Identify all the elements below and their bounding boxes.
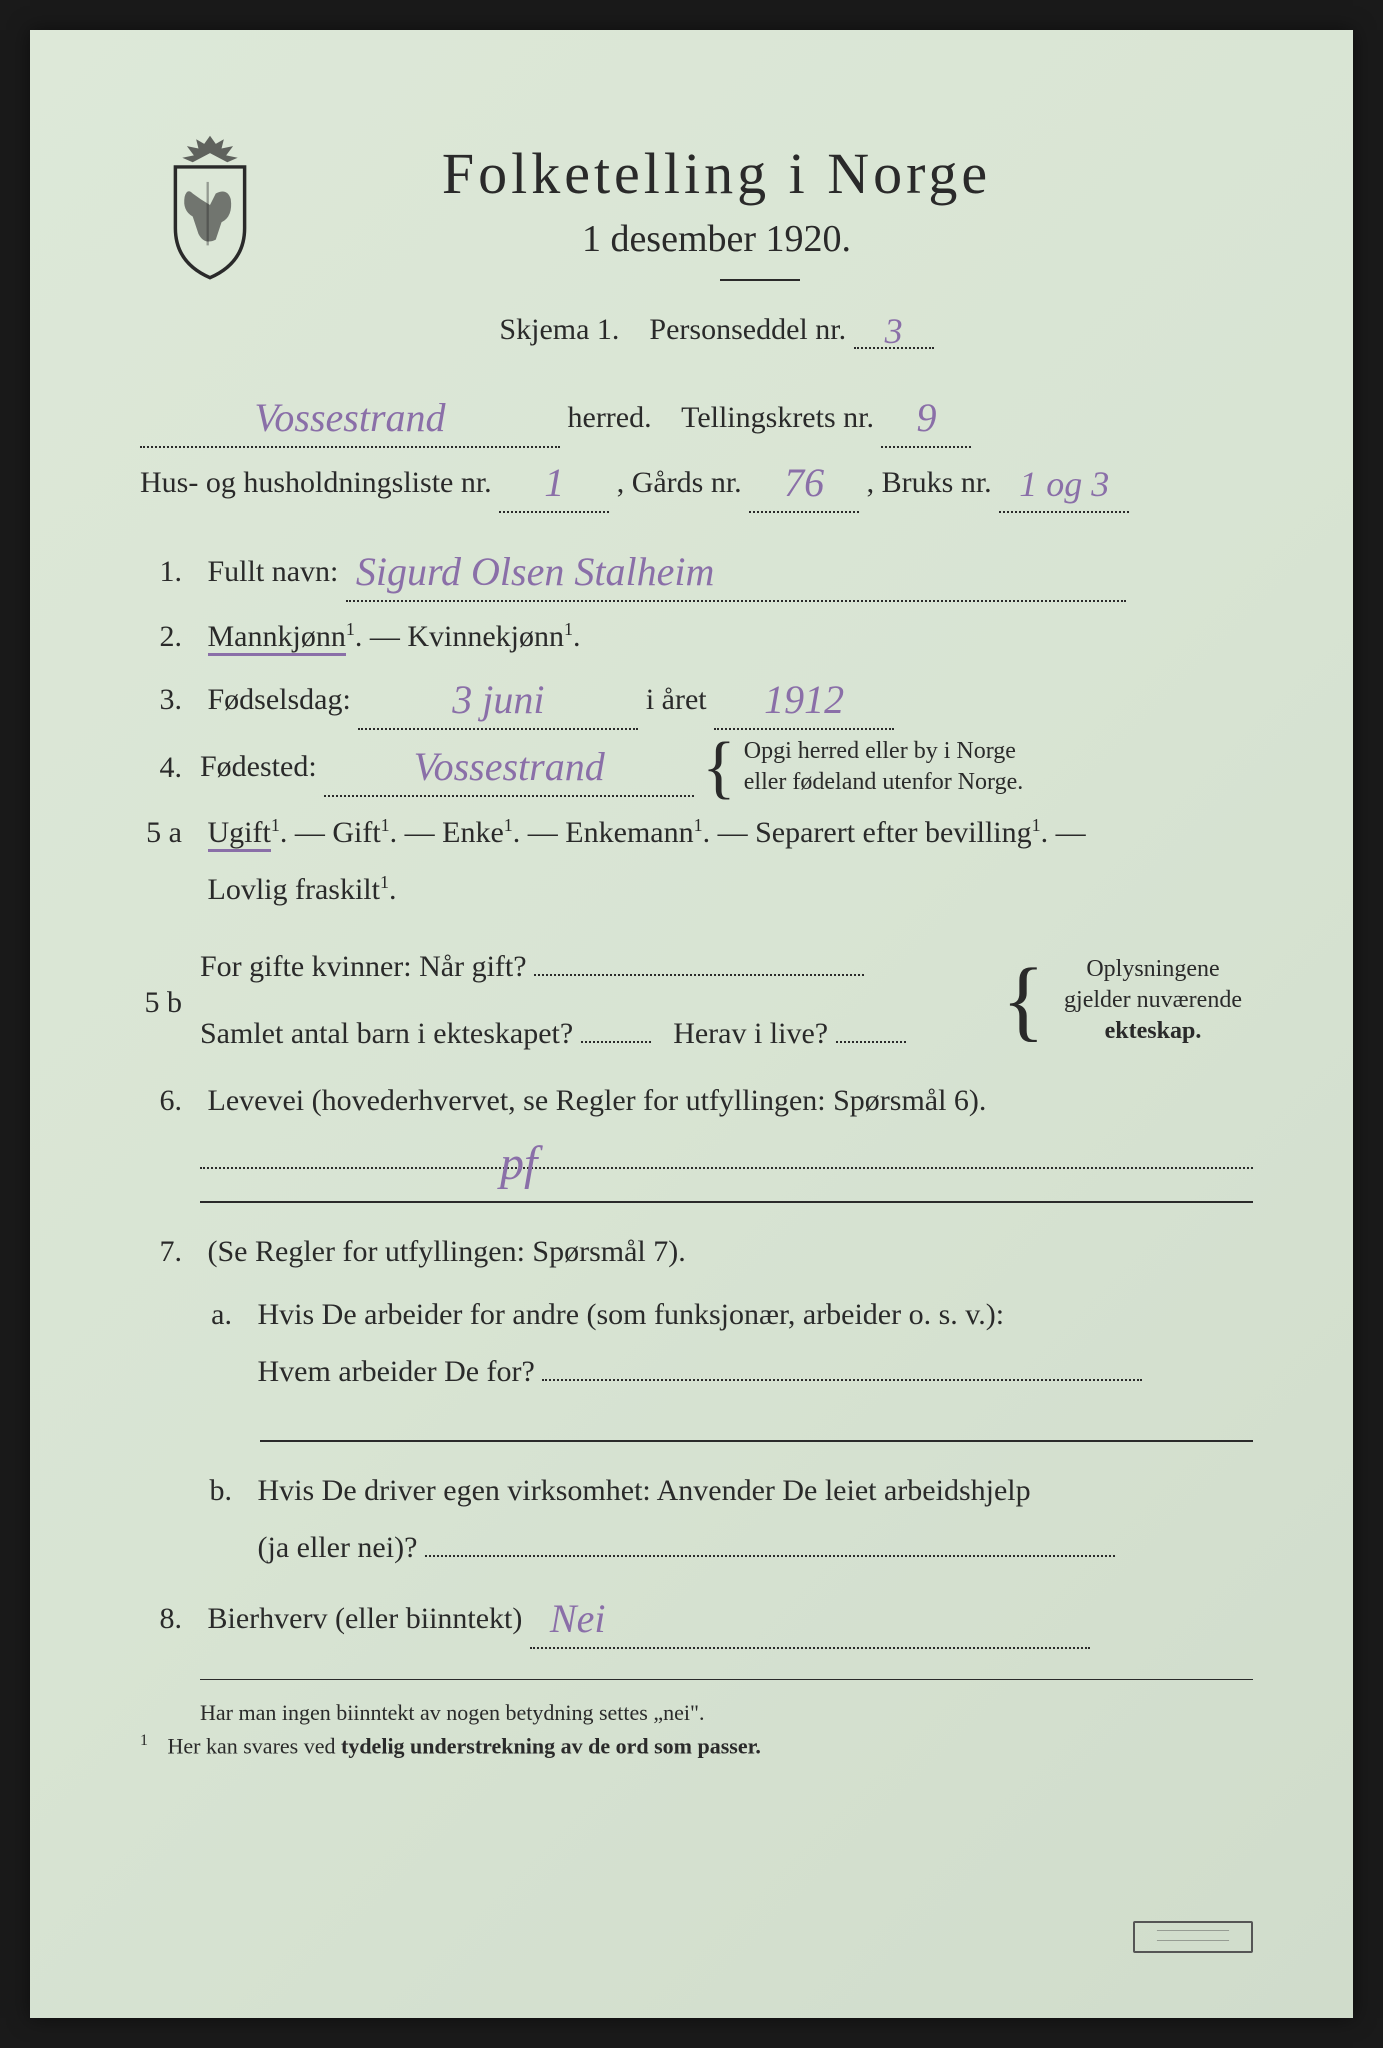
- q5a-fraskilt: Lovlig fraskilt: [208, 873, 380, 906]
- hus-value: 1: [544, 467, 564, 499]
- brace-icon: {: [994, 978, 1053, 1023]
- section-rule: [260, 1440, 1253, 1442]
- q3-day: 3 juni: [452, 684, 544, 716]
- q4-num: 4.: [140, 739, 200, 796]
- q5a-enke: Enke: [442, 816, 504, 849]
- q8-num: 8.: [140, 1590, 200, 1647]
- q5a-row: 5 a Ugift1. — Gift1. — Enke1. — Enkemann…: [140, 804, 1253, 918]
- q7a-line2: Hvem arbeider De for?: [258, 1355, 535, 1388]
- q3-num: 3.: [140, 671, 200, 728]
- q4-label: Fødested:: [200, 750, 317, 783]
- q2-mann: Mannkjønn: [208, 620, 346, 656]
- q3-year: 1912: [764, 684, 844, 716]
- q6-answer-line: [200, 1167, 1253, 1169]
- q4-row: 4. Fødested: Vossestrand { Opgi herred e…: [140, 736, 1253, 798]
- q6-num: 6.: [140, 1072, 200, 1129]
- q4-value: Vossestrand: [414, 751, 605, 783]
- hus-label: Hus- og husholdningsliste nr.: [140, 466, 492, 499]
- q7b-num: b.: [200, 1462, 250, 1519]
- herred-value: Vossestrand: [254, 402, 445, 434]
- q7a-line1: Hvis De arbeider for andre (som funksjon…: [258, 1298, 1005, 1331]
- q2-kvinne: Kvinnekjønn: [407, 620, 564, 653]
- q1-num: 1.: [140, 543, 200, 600]
- q5b-line2b: Herav i live?: [673, 1017, 828, 1050]
- skjema-line: Skjema 1. Personseddel nr. 3: [180, 313, 1253, 349]
- q3-row: 3. Fødselsdag: 3 juni i året 1912: [140, 671, 1253, 730]
- footnote-marker: 1: [140, 1732, 162, 1749]
- q8-row: 8. Bierhverv (eller biinntekt) Nei: [140, 1590, 1253, 1649]
- q7b-row: b. Hvis De driver egen virksomhet: Anven…: [140, 1462, 1253, 1576]
- brace-icon: {: [694, 750, 744, 785]
- skjema-label-right: Personseddel nr.: [649, 313, 846, 346]
- q3-label: Fødselsdag:: [208, 683, 351, 716]
- footnote-2: 1 Her kan svares ved tydelig understrekn…: [140, 1732, 1253, 1759]
- footnote-1: Har man ingen biinntekt av nogen betydni…: [140, 1700, 1253, 1726]
- gards-value: 76: [784, 467, 824, 499]
- header-block: Folketelling i Norge 1 desember 1920. Sk…: [140, 120, 1253, 349]
- q1-row: 1. Fullt navn: Sigurd Olsen Stalheim: [140, 543, 1253, 602]
- q8-value: Nei: [550, 1603, 606, 1635]
- q7a-row: a. Hvis De arbeider for andre (som funks…: [140, 1286, 1253, 1400]
- q6-row: 6. Levevei (hovederhvervet, se Regler fo…: [140, 1072, 1253, 1129]
- section-rule: [200, 1201, 1253, 1203]
- bruks-label: , Bruks nr.: [867, 466, 992, 499]
- q5a-ugift: Ugift: [208, 816, 271, 852]
- q5b-line1: For gifte kvinner: Når gift?: [200, 950, 527, 983]
- herred-label: herred.: [568, 401, 652, 434]
- q7-label: (Se Regler for utfyllingen: Spørsmål 7).: [208, 1235, 686, 1268]
- q5a-separert: Separert efter bevilling: [755, 816, 1032, 849]
- norway-coat-of-arms-icon: [150, 130, 270, 280]
- personseddel-value: 3: [885, 317, 903, 346]
- q4-note: Opgi herred eller by i Norge eller fødel…: [744, 736, 1023, 798]
- q3-mid: i året: [646, 683, 707, 716]
- q8-label: Bierhverv (eller biinntekt): [208, 1602, 523, 1635]
- footnote-rule: [200, 1679, 1253, 1680]
- bruks-value: 1 og 3: [1019, 470, 1109, 499]
- herred-line: Vossestrand herred. Tellingskrets nr. 9: [140, 389, 1253, 448]
- title-rule: [720, 279, 800, 281]
- q1-label: Fullt navn:: [208, 555, 339, 588]
- q5b-note: Oplysningene gjelder nuværende ekteskap.: [1053, 954, 1253, 1048]
- q5b-num: 5 b: [140, 970, 200, 1031]
- q2-num: 2.: [140, 608, 200, 665]
- gards-label: , Gårds nr.: [617, 466, 742, 499]
- krets-label: Tellingskrets nr.: [681, 401, 874, 434]
- page-subtitle: 1 desember 1920.: [180, 217, 1253, 261]
- q2-row: 2. Mannkjønn1. — Kvinnekjønn1.: [140, 608, 1253, 665]
- q7-num: 7.: [140, 1223, 200, 1280]
- q7b-line2: (ja eller nei)?: [258, 1531, 418, 1564]
- skjema-label-left: Skjema 1.: [499, 313, 619, 346]
- q7b-line1: Hvis De driver egen virksomhet: Anvender…: [258, 1474, 1031, 1507]
- q6-value: pf: [500, 1145, 537, 1183]
- q5b-row: 5 b For gifte kvinner: Når gift? Samlet …: [140, 938, 1253, 1062]
- q5a-gift: Gift: [332, 816, 380, 849]
- page-title: Folketelling i Norge: [180, 120, 1253, 207]
- census-form-page: Folketelling i Norge 1 desember 1920. Sk…: [30, 30, 1353, 2018]
- printer-stamp: ————————————————: [1133, 1921, 1253, 1953]
- q5b-line2a: Samlet antal barn i ekteskapet?: [200, 1017, 573, 1050]
- q5a-num: 5 a: [140, 804, 200, 861]
- household-line: Hus- og husholdningsliste nr. 1 , Gårds …: [140, 454, 1253, 513]
- q5a-enkemann: Enkemann: [565, 816, 693, 849]
- q1-value: Sigurd Olsen Stalheim: [356, 556, 715, 588]
- q7a-num: a.: [200, 1286, 250, 1343]
- krets-value: 9: [916, 402, 936, 434]
- q6-label: Levevei (hovederhvervet, se Regler for u…: [208, 1084, 987, 1117]
- q7-row: 7. (Se Regler for utfyllingen: Spørsmål …: [140, 1223, 1253, 1280]
